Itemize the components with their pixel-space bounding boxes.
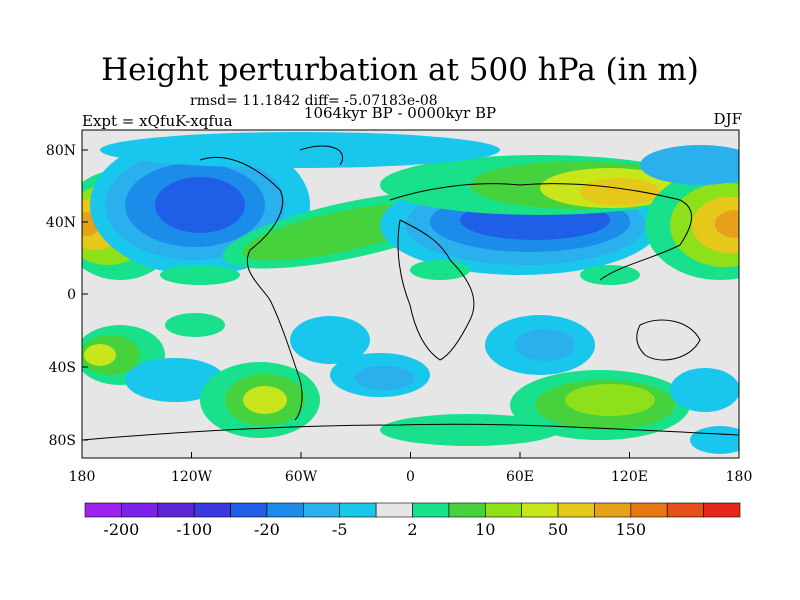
season-label: DJF xyxy=(713,110,742,128)
colorbar-swatch xyxy=(448,502,486,518)
greenland-coast xyxy=(299,145,343,166)
colorbar-swatch xyxy=(630,502,668,518)
colorbar xyxy=(84,502,741,518)
antarctica-coast xyxy=(82,423,739,441)
africa-coast xyxy=(397,219,475,361)
colorbar-swatch xyxy=(557,502,595,518)
field-region xyxy=(715,210,739,238)
colorbar-label: 10 xyxy=(475,520,495,539)
australia-coast xyxy=(636,319,701,361)
field-region xyxy=(290,316,370,364)
y-tick-label: 80N xyxy=(46,143,76,159)
field-region xyxy=(410,260,470,280)
field-region xyxy=(380,414,560,446)
colorbar-swatch xyxy=(521,502,559,518)
colorbar-label: -20 xyxy=(254,520,280,539)
y-tick-label: 80S xyxy=(49,433,76,449)
x-tick-label: 60E xyxy=(506,469,534,485)
y-axis: 80N 40N 0 40S 80S xyxy=(46,143,88,449)
colorbar-swatch xyxy=(666,502,704,518)
colorbar-swatch xyxy=(339,502,377,518)
field-region xyxy=(580,178,660,206)
x-tick-label: 180 xyxy=(726,469,753,485)
field-region xyxy=(355,366,415,390)
field-region xyxy=(640,145,739,185)
field-region xyxy=(155,177,245,233)
field-region xyxy=(84,344,116,366)
colorbar-label: 150 xyxy=(616,520,647,539)
x-axis: 180 120W 60W 0 60E 120E 180 xyxy=(69,452,753,485)
field-region xyxy=(515,329,575,361)
colorbar-swatch xyxy=(375,502,413,518)
colorbar-swatch xyxy=(303,502,341,518)
colorbar-swatch xyxy=(230,502,268,518)
x-tick-label: 120E xyxy=(611,469,648,485)
x-tick-label: 0 xyxy=(406,469,415,485)
colorbar-swatch xyxy=(594,502,632,518)
colorbar-swatch xyxy=(157,502,195,518)
colorbar-swatch xyxy=(703,502,741,518)
colorbar-label: 2 xyxy=(407,520,417,539)
colorbar-label: -5 xyxy=(332,520,348,539)
stats-label: rmsd= 11.1842 diff= -5.07183e-08 xyxy=(190,93,438,109)
x-tick-label: 60W xyxy=(285,469,318,485)
x-tick-label: 180 xyxy=(69,469,96,485)
colorbar-swatch xyxy=(412,502,450,518)
field-region xyxy=(580,265,640,285)
colorbar-label: -100 xyxy=(176,520,212,539)
colorbar-swatch xyxy=(84,502,122,518)
field-region xyxy=(165,313,225,337)
field-region xyxy=(160,265,240,285)
y-tick-label: 40S xyxy=(49,360,76,376)
colorbar-label: 50 xyxy=(548,520,568,539)
period-label: 1064kyr BP - 0000kyr BP xyxy=(303,104,497,122)
colorbar-swatch xyxy=(266,502,304,518)
americas-coast xyxy=(199,156,303,421)
contour-field xyxy=(82,130,739,458)
colorbar-swatch xyxy=(121,502,159,518)
colorbar-swatch xyxy=(484,502,522,518)
field-region xyxy=(243,386,287,414)
coastlines xyxy=(82,145,739,441)
field-region xyxy=(565,384,655,416)
experiment-label: Expt = xQfuK-xqfua xyxy=(82,112,233,130)
eurasia-coast xyxy=(389,183,692,281)
map-title: Height perturbation at 500 hPa (in m) xyxy=(101,52,699,88)
y-tick-label: 0 xyxy=(67,287,76,303)
field-region xyxy=(125,358,225,402)
field-region xyxy=(690,426,739,454)
x-tick-label: 120W xyxy=(171,469,213,485)
colorbar-labels: -200 -100 -20 -5 2 10 50 150 xyxy=(103,520,646,539)
colorbar-swatch xyxy=(193,502,231,518)
y-tick-label: 40N xyxy=(46,215,76,231)
field-region xyxy=(670,368,739,412)
colorbar-label: -200 xyxy=(103,520,139,539)
